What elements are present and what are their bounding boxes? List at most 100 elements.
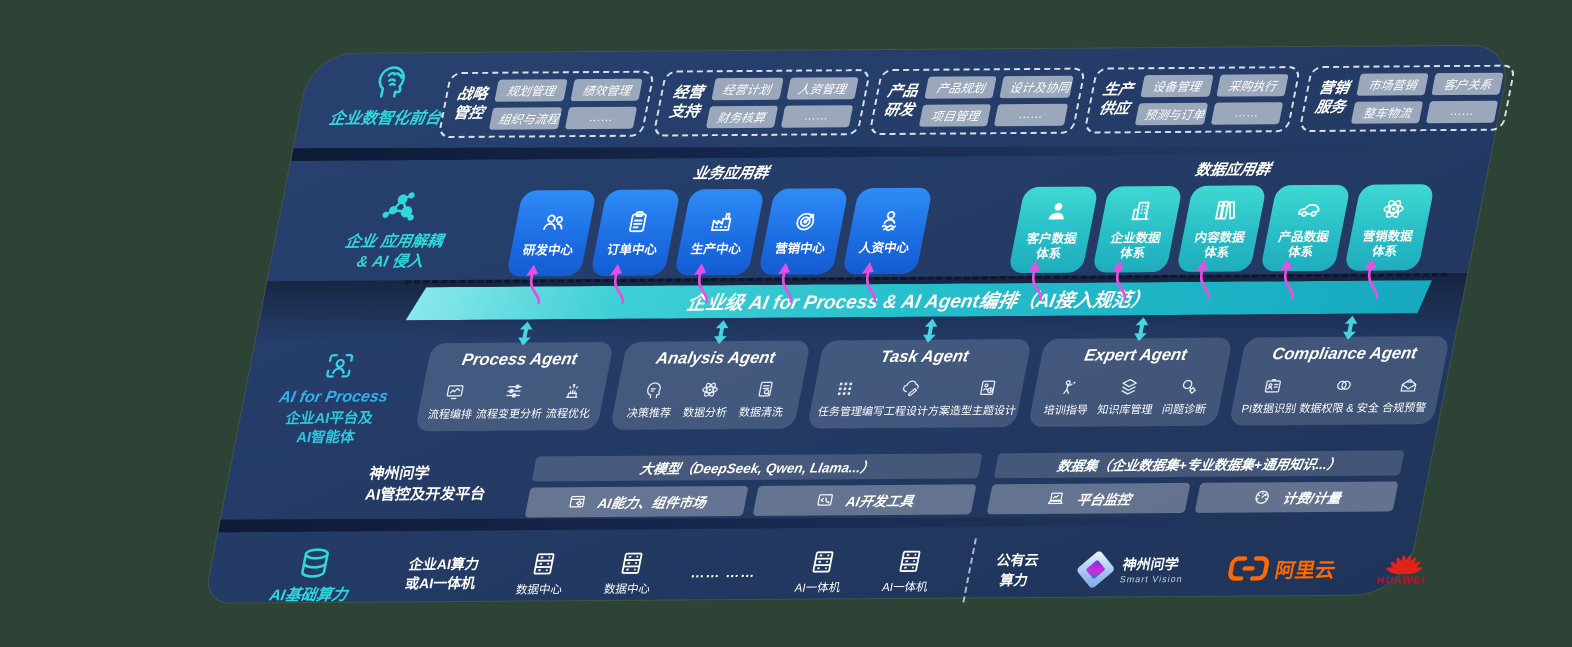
infra-label-block: AI基础算力 bbox=[268, 545, 357, 606]
module-chip: 设计及协同 bbox=[999, 75, 1074, 99]
group-strategy-control: 战略管控 规划管理 绩效管理 组织与流程 …… bbox=[437, 70, 656, 139]
business-cluster-title: 业务应用群 bbox=[691, 164, 771, 183]
module-chip: 采购执行 bbox=[1216, 74, 1289, 97]
insight-head-icon bbox=[641, 380, 666, 401]
huawei-name: HUAWEI bbox=[1375, 575, 1428, 587]
agent-capability: 问题诊断 bbox=[1161, 376, 1213, 417]
app-layer-label-2: & AI 侵入 bbox=[355, 253, 425, 271]
building-icon bbox=[1125, 197, 1157, 224]
platform-label-1: 神州问学 bbox=[367, 464, 432, 483]
module-chip: 设备管理 bbox=[1139, 74, 1214, 98]
agent-capability: 决策推荐 bbox=[625, 379, 677, 420]
module-chip: …… bbox=[780, 105, 853, 128]
module-chip: 规划管理 bbox=[494, 79, 568, 102]
ai-bus-label: 企业级 AI for Process & AI Agent编排（AI接入规范） bbox=[684, 290, 1152, 315]
platform-dataset-block: 数据集（企业数据集+专业数据集+通用知识...） 平台监控 计费/计量 bbox=[986, 450, 1405, 514]
agent-capability: 流程优化 bbox=[544, 380, 596, 421]
front-office-groups: 战略管控 规划管理 绩效管理 组织与流程 …… 经营支持 经营计划 人资管理 财… bbox=[437, 64, 1517, 139]
app-layer-label-block: 企业 应用解耦 & AI 侵入 bbox=[299, 186, 494, 274]
architecture-panel: 企业数智化前台 战略管控 规划管理 绩效管理 组织与流程 …… 经营支持 经营计… bbox=[204, 45, 1517, 605]
agent-layer-label-2: 企业AI平台及 bbox=[284, 410, 375, 428]
module-chip: …… bbox=[1426, 100, 1499, 124]
agent-layer-label-1: AI for Process bbox=[277, 388, 390, 407]
module-chip: 客户关系 bbox=[1431, 72, 1504, 96]
venn-icon bbox=[1331, 375, 1356, 396]
cell-billing-metering: 计费/计量 bbox=[1194, 481, 1399, 513]
data-cluster-title: 数据应用群 bbox=[1193, 161, 1273, 179]
group-label: 产品研发 bbox=[882, 83, 920, 120]
layer-front-office: 企业数智化前台 战略管控 规划管理 绩效管理 组织与流程 …… 经营支持 经营计… bbox=[294, 46, 1517, 149]
front-office-label: 企业数智化前台 bbox=[327, 110, 443, 128]
module-chip: 财务核算 bbox=[705, 105, 778, 129]
platform-models-block: 大模型（DeepSeek, Qwen, Llama...） AI能力、组件市场 … bbox=[524, 453, 983, 518]
module-chip: 经营计划 bbox=[710, 77, 784, 101]
person-scan-icon bbox=[319, 349, 360, 383]
group-label: 生产供应 bbox=[1097, 81, 1135, 118]
group-label: 营销服务 bbox=[1313, 80, 1351, 117]
infra-label: AI基础算力 bbox=[267, 586, 349, 605]
monitor-chart-icon bbox=[442, 381, 467, 402]
smartvision-diamond-icon bbox=[1075, 549, 1116, 590]
app-layer-label-1: 企业 应用解耦 bbox=[343, 233, 445, 251]
compute-label-1: 企业AI算力 bbox=[407, 555, 481, 572]
platform-row: 神州问学 AI管控及开发平台 大模型（DeepSeek, Qwen, Llama… bbox=[361, 450, 1433, 518]
smartvision-name: 神州问学 bbox=[1121, 556, 1181, 573]
diagnose-icon bbox=[1176, 376, 1201, 397]
agent-layer-label-3: AI智能体 bbox=[295, 429, 357, 446]
aliyun-name: 阿里云 bbox=[1272, 559, 1338, 582]
compute-label-2: 或AI一体机 bbox=[403, 575, 477, 592]
agent-box-compliance: Compliance Agent PI数据识别 数据权限 & 安全 合规预警 bbox=[1228, 336, 1450, 426]
agent-capability: 数据分析 bbox=[681, 379, 733, 420]
factory-icon bbox=[705, 208, 737, 235]
spark-stack-icon bbox=[560, 380, 585, 401]
agent-capability: 数据权限 & 安全 bbox=[1298, 375, 1386, 417]
gauge-icon bbox=[1250, 487, 1273, 506]
task-grid-icon bbox=[832, 378, 857, 399]
brain-head-icon bbox=[369, 61, 417, 101]
module-chip: …… bbox=[565, 106, 638, 130]
group-business-support: 经营支持 经营计划 人资管理 财务核算 …… bbox=[652, 69, 871, 137]
cell-ai-dev-tools: AI开发工具 bbox=[752, 484, 977, 516]
public-cloud-label-2: 算力 bbox=[998, 572, 1030, 589]
module-chip: 人资管理 bbox=[785, 77, 859, 100]
module-chip: …… bbox=[994, 103, 1068, 127]
public-cloud-label-1: 公有云 bbox=[995, 551, 1041, 569]
node-ai-appliance: AI一体机 bbox=[793, 547, 848, 595]
group-production-supply: 生产供应 设备管理 采购执行 预测与订单 …… bbox=[1083, 66, 1302, 134]
person-icon bbox=[1041, 198, 1073, 225]
front-office-label-block: 企业数智化前台 bbox=[327, 61, 452, 129]
car-icon bbox=[1293, 196, 1325, 223]
model-bar: 大模型（DeepSeek, Qwen, Llama...） bbox=[531, 453, 983, 482]
module-chip: 项目管理 bbox=[919, 104, 992, 127]
huawei-logo: HUAWEI bbox=[1375, 548, 1432, 587]
layers-icon bbox=[1117, 376, 1142, 397]
business-app-cluster: 业务应用群 研发中心 订单中心 生产中心 bbox=[505, 161, 938, 277]
layer-applications: 企业 应用解耦 & AI 侵入 业务应用群 研发中心 订单中心 bbox=[269, 153, 1491, 274]
layer-infrastructure: AI基础算力 企业AI算力 或AI一体机 数据中心 数据中心 …… …… AI一… bbox=[201, 524, 1427, 617]
group-label: 经营支持 bbox=[667, 84, 705, 121]
vendor-logos: 神州问学 Smart Vision 阿里云 bbox=[1075, 548, 1432, 590]
group-product-rd: 产品研发 产品规划 设计及协同 项目管理 …… bbox=[867, 67, 1087, 136]
id-card-icon bbox=[1261, 375, 1286, 396]
doc-scan-icon bbox=[753, 379, 778, 400]
node-data-center: 数据中心 bbox=[514, 549, 569, 597]
cell-platform-monitor: 平台监控 bbox=[986, 482, 1191, 514]
agent-capability: 培训指导 bbox=[1042, 377, 1094, 418]
clipboard-icon bbox=[621, 208, 653, 235]
node-ai-appliance: AI一体机 bbox=[881, 547, 936, 595]
platform-label-2: AI管控及开发平台 bbox=[363, 485, 488, 504]
module-chip: 绩效管理 bbox=[570, 78, 643, 102]
laptop-chart-icon bbox=[1044, 489, 1067, 508]
module-chip: 产品规划 bbox=[924, 76, 998, 99]
module-chip: …… bbox=[1210, 102, 1284, 125]
agent-layer-label-block: AI for Process 企业AI平台及 AI智能体 bbox=[249, 348, 418, 448]
trainer-icon bbox=[1058, 377, 1083, 398]
agent-capability: 知识库管理 bbox=[1096, 376, 1159, 417]
books-icon bbox=[1209, 197, 1241, 224]
agent-capability: 编写工程设计方案 bbox=[860, 378, 956, 420]
ellipsis: …… …… bbox=[689, 564, 758, 581]
window-gear-icon bbox=[565, 492, 588, 511]
data-app-cluster: 数据应用群 客户数据体系 企业数据体系 内容数据体系 bbox=[1007, 157, 1440, 273]
module-chip: 预测与订单 bbox=[1134, 102, 1209, 126]
